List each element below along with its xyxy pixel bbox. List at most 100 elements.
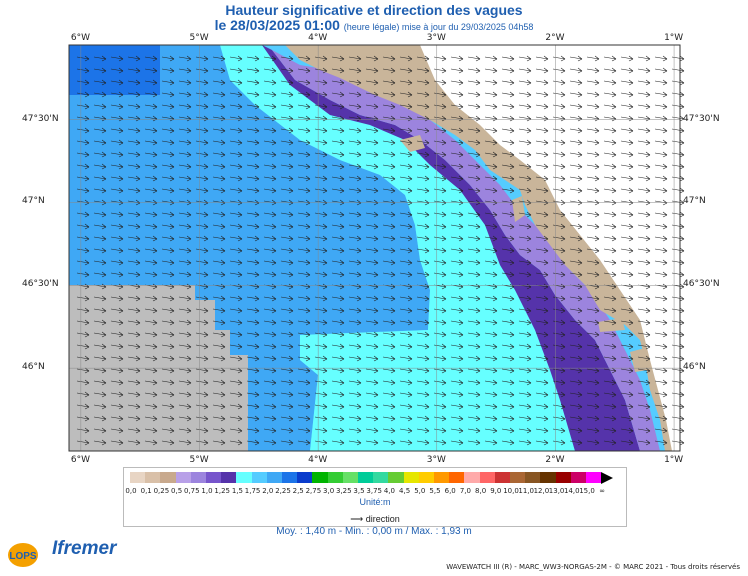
- direction-arrow: [637, 415, 651, 422]
- direction-arrow: [229, 319, 243, 326]
- direction-arrow: [552, 439, 566, 446]
- direction-arrow: [331, 235, 345, 242]
- direction-arrow: [246, 319, 260, 326]
- direction-arrow: [161, 211, 175, 218]
- direction-arrow: [263, 307, 277, 314]
- direction-arrow: [654, 367, 668, 374]
- direction-arrow: [654, 139, 668, 146]
- direction-arrow: [399, 247, 413, 254]
- direction-arrow: [212, 379, 226, 386]
- direction-arrow: [569, 187, 583, 194]
- direction-arrow: [535, 319, 549, 326]
- direction-arrow: [110, 55, 124, 62]
- direction-arrow: [365, 367, 379, 374]
- direction-arrow: [450, 67, 464, 74]
- direction-arrow: [637, 139, 651, 146]
- direction-arrow: [552, 367, 566, 374]
- direction-arrow: [654, 79, 668, 86]
- direction-arrow: [365, 331, 379, 338]
- direction-arrow: [484, 247, 498, 254]
- direction-arrow: [552, 391, 566, 398]
- direction-arrow: [518, 331, 532, 338]
- direction-arrow: [433, 151, 447, 158]
- direction-arrow: [178, 415, 192, 422]
- direction-arrow: [552, 91, 566, 98]
- direction-arrow: [654, 235, 668, 242]
- direction-arrow: [110, 67, 124, 74]
- direction-arrow: [195, 235, 209, 242]
- direction-arrow: [314, 379, 328, 386]
- direction-arrow: [314, 319, 328, 326]
- direction-arrow: [263, 343, 277, 350]
- direction-arrow: [127, 247, 141, 254]
- direction-arrow: [552, 331, 566, 338]
- direction-arrow: [178, 67, 192, 74]
- direction-arrow: [416, 175, 430, 182]
- direction-arrow: [399, 79, 413, 86]
- direction-arrow: [195, 403, 209, 410]
- direction-arrow: [127, 175, 141, 182]
- direction-arrow: [161, 379, 175, 386]
- direction-arrow: [280, 391, 294, 398]
- direction-arrow: [280, 355, 294, 362]
- direction-arrow: [569, 439, 583, 446]
- direction-arrow: [212, 295, 226, 302]
- direction-arrow: [382, 91, 396, 98]
- direction-arrow: [280, 235, 294, 242]
- direction-arrow: [467, 307, 481, 314]
- colorbar-label: 2,5: [292, 487, 304, 495]
- direction-arrow: [178, 79, 192, 86]
- direction-arrow: [178, 319, 192, 326]
- direction-arrow: [93, 403, 107, 410]
- direction-arrow: [314, 175, 328, 182]
- direction-arrow: [178, 259, 192, 266]
- direction-arrow: [569, 427, 583, 434]
- direction-arrow: [416, 319, 430, 326]
- direction-arrow: [552, 223, 566, 230]
- direction-arrow: [603, 175, 617, 182]
- direction-arrow: [314, 439, 328, 446]
- lon-tick-bottom: 1°W: [664, 455, 684, 465]
- direction-arrow: [501, 295, 515, 302]
- direction-arrow: [433, 79, 447, 86]
- direction-arrow: [110, 175, 124, 182]
- direction-arrow: [144, 343, 158, 350]
- direction-arrow: [331, 187, 345, 194]
- direction-arrow: [450, 175, 464, 182]
- direction-arrow: [212, 319, 226, 326]
- direction-arrow: [195, 427, 209, 434]
- direction-arrow: [399, 439, 413, 446]
- direction-arrow: [76, 343, 90, 350]
- direction-arrow: [467, 391, 481, 398]
- direction-arrow: [280, 439, 294, 446]
- direction-arrow: [263, 187, 277, 194]
- direction-arrow: [297, 55, 311, 62]
- direction-arrow: [433, 223, 447, 230]
- direction-arrow: [297, 355, 311, 362]
- direction-arrow: [144, 295, 158, 302]
- direction-arrow: [450, 403, 464, 410]
- direction-arrow: [450, 379, 464, 386]
- direction-arrow: [586, 247, 600, 254]
- direction-arrow: [127, 103, 141, 110]
- direction-arrow: [93, 67, 107, 74]
- colorbar-label: 5,0: [414, 487, 426, 495]
- direction-arrow: [127, 271, 141, 278]
- direction-arrow: [382, 259, 396, 266]
- direction-arrow: [416, 163, 430, 170]
- direction-arrow: [314, 151, 328, 158]
- wave-zone-1-25: [262, 45, 640, 451]
- direction-arrow: [110, 235, 124, 242]
- direction-arrow: [263, 319, 277, 326]
- direction-arrow: [93, 343, 107, 350]
- direction-arrow: [467, 91, 481, 98]
- direction-arrow: [501, 343, 515, 350]
- direction-arrow: [569, 343, 583, 350]
- direction-arrow: [161, 307, 175, 314]
- direction-arrow: [195, 415, 209, 422]
- direction-arrow: [348, 331, 362, 338]
- map-date: le 28/03/2025 01:00: [214, 17, 340, 33]
- direction-arrow: [399, 103, 413, 110]
- direction-arrow: [467, 343, 481, 350]
- direction-arrow: [110, 355, 124, 362]
